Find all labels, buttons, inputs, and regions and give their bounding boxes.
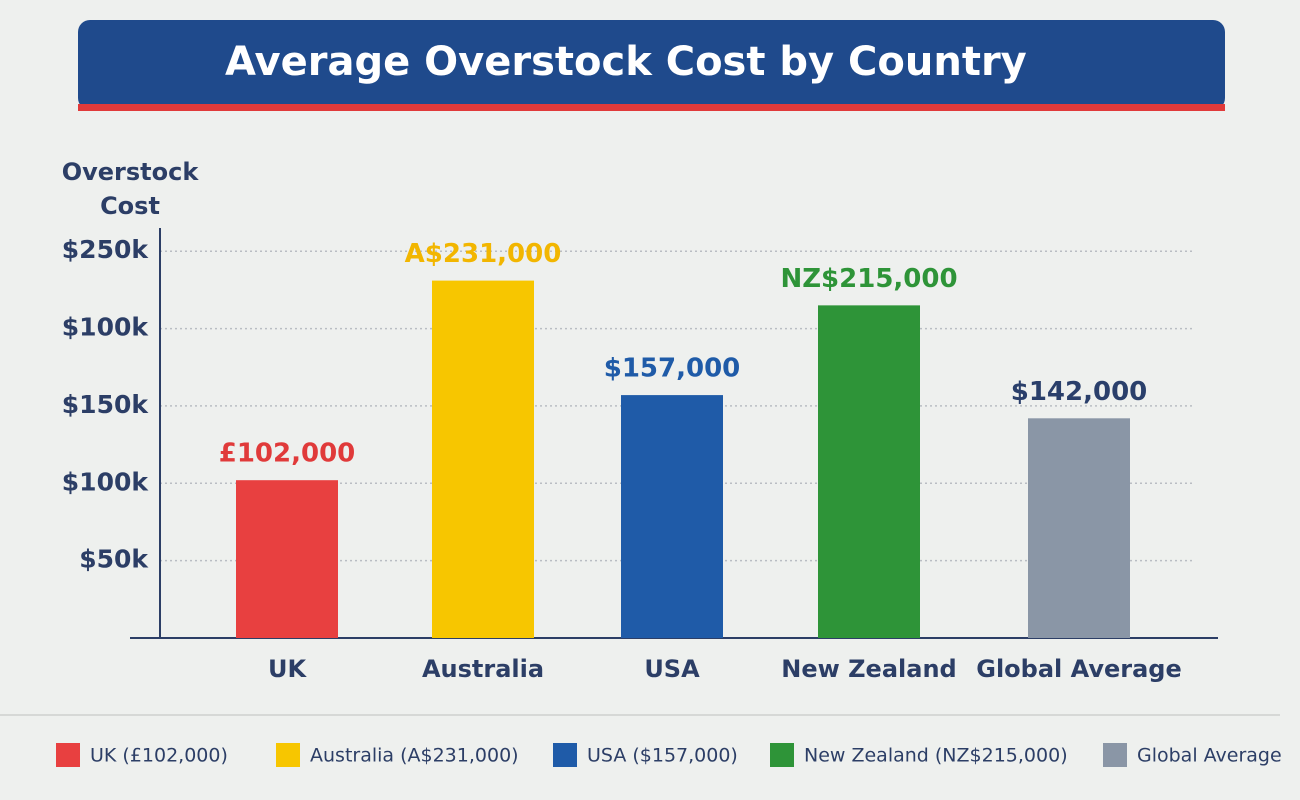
value-label: NZ$215,000: [780, 264, 957, 294]
chart-title: Average Overstock Cost by Country: [225, 39, 1027, 85]
x-tick-label: USA: [644, 655, 700, 683]
value-label: $157,000: [604, 354, 741, 384]
y-tick-label: $100k: [62, 467, 150, 496]
legend-label: New Zealand (NZ$215,000): [804, 745, 1068, 767]
bar: [236, 480, 338, 638]
y-tick-label: $100k: [62, 313, 150, 342]
legend-label: Global Average: [1137, 745, 1282, 767]
y-tick-label: $150k: [62, 390, 150, 419]
value-label: A$231,000: [405, 239, 562, 269]
bar: [621, 395, 723, 638]
value-label: $142,000: [1011, 377, 1148, 407]
bar: [1028, 418, 1130, 638]
legend-swatch: [276, 743, 300, 767]
bar: [432, 280, 534, 638]
y-axis-title: Cost: [100, 192, 160, 220]
y-tick-label: $250k: [62, 235, 150, 264]
x-tick-label: Australia: [422, 655, 544, 683]
legend-swatch: [56, 743, 80, 767]
bar: [818, 305, 920, 638]
title-stripe: [78, 104, 1225, 111]
legend-swatch: [553, 743, 577, 767]
x-tick-label: Global Average: [976, 655, 1182, 683]
legend-swatch: [1103, 743, 1127, 767]
legend-swatch: [770, 743, 794, 767]
y-axis-title: Overstock: [62, 158, 200, 186]
legend-label: UK (£102,000): [90, 745, 228, 767]
x-tick-label: New Zealand: [781, 655, 956, 683]
y-tick-label: $50k: [79, 545, 149, 574]
title-banner: [78, 20, 1225, 110]
x-tick-label: UK: [268, 655, 307, 683]
value-label: £102,000: [219, 439, 356, 469]
legend-label: Australia (A$231,000): [310, 745, 519, 767]
legend-label: USA ($157,000): [587, 745, 738, 767]
